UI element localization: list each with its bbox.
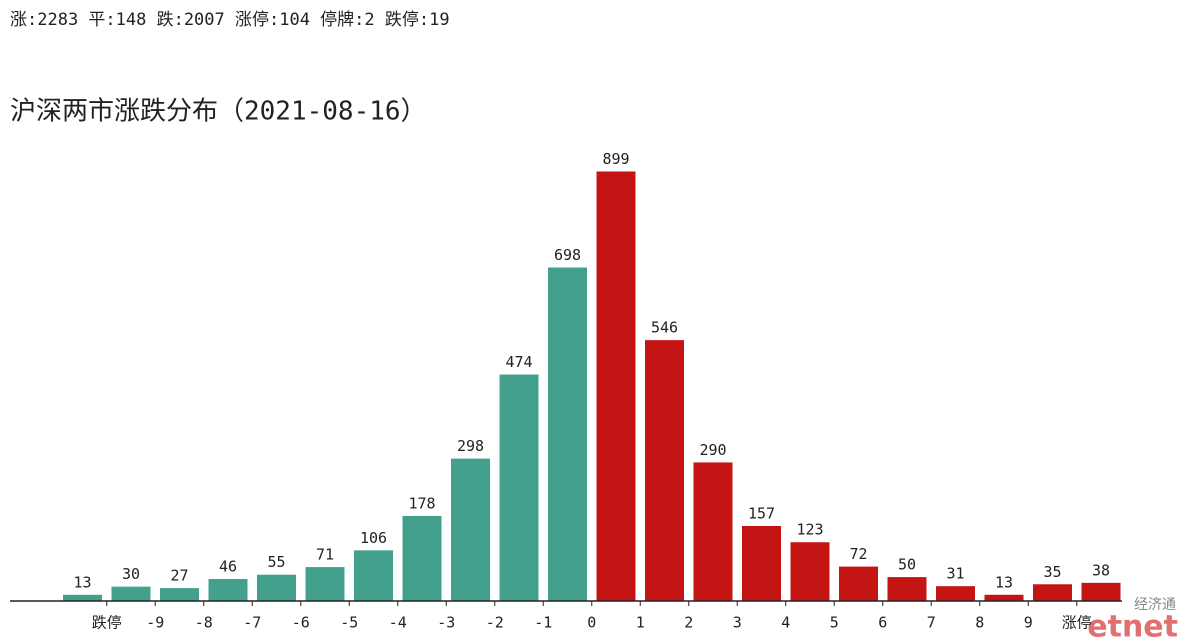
value-label: 13: [995, 573, 1013, 591]
bar: [257, 574, 296, 601]
value-label: 31: [946, 565, 964, 583]
bar: [548, 267, 587, 601]
x-tick-label: 涨停: [1062, 614, 1092, 632]
bar: [451, 458, 490, 601]
value-label: 13: [73, 573, 91, 591]
x-tick-label: 5: [830, 614, 839, 632]
x-tick-label: -5: [340, 614, 358, 632]
bar: [839, 566, 878, 601]
bar: [354, 550, 393, 601]
bar: [1081, 582, 1121, 601]
bar: [208, 579, 248, 601]
x-tick-label: -6: [292, 614, 310, 632]
x-tick-label: 4: [781, 614, 790, 632]
x-tick-label: 跌停: [92, 614, 122, 632]
bar: [305, 567, 345, 601]
x-tick-label: 7: [927, 614, 936, 632]
bar: [936, 586, 975, 601]
chart-title: 沪深两市涨跌分布（2021-08-16）: [10, 97, 427, 127]
bar: [984, 594, 1024, 601]
value-label: 71: [316, 546, 334, 564]
value-label: 123: [796, 521, 823, 539]
bar: [63, 594, 102, 601]
value-label: 46: [219, 558, 237, 576]
value-label: 157: [748, 504, 775, 522]
value-label: 178: [408, 494, 435, 512]
x-tick-label: 1: [636, 614, 645, 632]
bar: [693, 462, 733, 601]
value-label: 35: [1043, 563, 1061, 581]
x-tick-label: 6: [878, 614, 887, 632]
value-label: 290: [699, 441, 726, 459]
value-label: 55: [267, 553, 285, 571]
value-label: 30: [122, 565, 140, 583]
bar: [742, 525, 781, 601]
value-label: 72: [849, 545, 867, 563]
bar: [160, 588, 199, 601]
x-tick-label: 8: [975, 614, 984, 632]
x-tick-label: 3: [733, 614, 742, 632]
x-tick-label: -7: [243, 614, 261, 632]
bar: [645, 340, 684, 601]
value-label: 698: [554, 246, 581, 264]
x-tick-label: -3: [437, 614, 455, 632]
x-tick-label: -9: [146, 614, 164, 632]
bar: [111, 586, 151, 601]
bar: [499, 374, 539, 601]
bar: [1033, 584, 1072, 601]
value-label: 50: [898, 556, 916, 574]
x-tick-label: 0: [587, 614, 596, 632]
watermark-logo: etnet: [1087, 610, 1178, 641]
value-label: 546: [651, 319, 678, 337]
value-label: 106: [360, 529, 387, 547]
bar: [402, 515, 442, 601]
watermark-text: 经济通: [1134, 597, 1176, 613]
x-tick-label: -1: [534, 614, 552, 632]
value-label: 474: [505, 353, 532, 371]
x-tick-label: 9: [1024, 614, 1033, 632]
x-tick-label: -8: [195, 614, 213, 632]
bar: [596, 171, 636, 601]
x-tick-label: -4: [389, 614, 407, 632]
value-label: 27: [170, 567, 188, 585]
value-label: 899: [602, 150, 629, 168]
x-tick-label: -2: [486, 614, 504, 632]
x-tick-label: 2: [684, 614, 693, 632]
value-label: 38: [1092, 561, 1110, 579]
bar: [887, 577, 927, 601]
summary-header: 涨:2283 平:148 跌:2007 涨停:104 停牌:2 跌停:19: [10, 10, 450, 30]
value-label: 298: [457, 437, 484, 455]
bar: [790, 542, 830, 601]
